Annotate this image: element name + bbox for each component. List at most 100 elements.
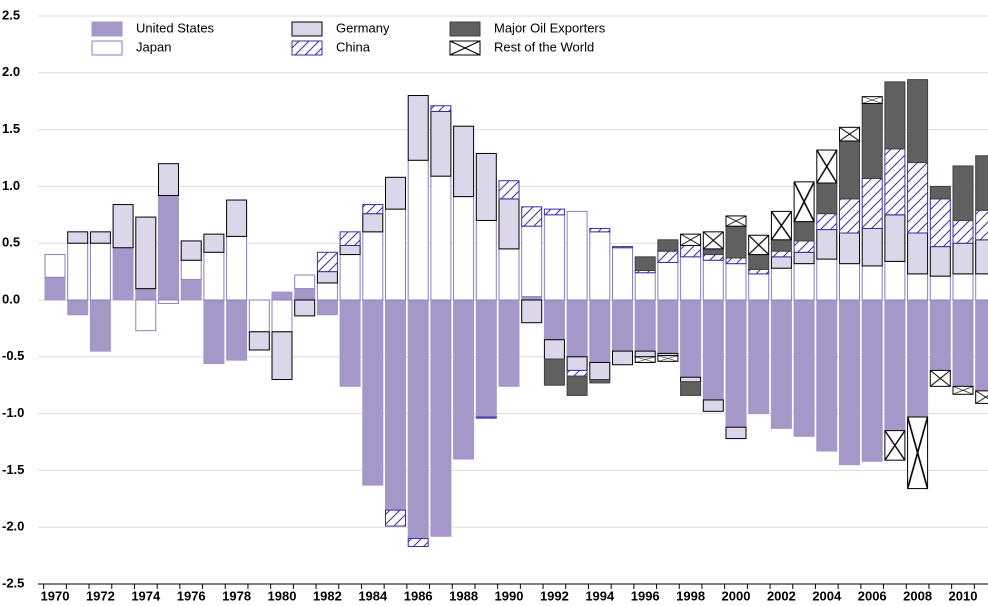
bar: [793, 240, 815, 253]
bar: [907, 79, 929, 164]
x-tick-label: 2000: [722, 588, 751, 603]
bar: [294, 299, 316, 317]
bar: [203, 299, 225, 365]
bar: [816, 182, 838, 215]
bar: [793, 263, 815, 301]
bar: [770, 299, 792, 429]
bar: [543, 339, 565, 360]
bar: [657, 355, 679, 362]
bar: [816, 149, 838, 184]
bar: [975, 239, 988, 275]
bar: [180, 259, 202, 281]
bar: [158, 299, 179, 304]
bar: [203, 251, 225, 301]
x-tick-label: 1976: [177, 588, 206, 603]
bar: [861, 265, 883, 301]
bar: [543, 358, 565, 386]
bar: [158, 194, 179, 301]
legend-label: Japan: [136, 39, 171, 54]
bar: [702, 231, 724, 250]
bar: [566, 375, 588, 396]
bar: [884, 148, 906, 216]
bar: [566, 356, 588, 371]
bar: [793, 299, 815, 437]
bar: [135, 288, 157, 301]
bar: [907, 416, 929, 490]
bar: [475, 152, 497, 221]
legend-swatch: [291, 40, 323, 56]
bar: [135, 216, 157, 290]
bar: [975, 209, 988, 241]
x-tick-label: 2010: [949, 588, 978, 603]
bar: [362, 204, 384, 215]
bar: [271, 331, 293, 381]
bar: [929, 275, 951, 301]
bar: [543, 299, 565, 341]
legend-label: China: [336, 39, 371, 54]
x-tick-label: 1984: [358, 588, 388, 603]
bar: [453, 299, 475, 460]
bar: [226, 235, 248, 301]
bar: [702, 259, 724, 301]
bar: [316, 282, 338, 301]
bar: [907, 299, 929, 418]
bar: [430, 299, 452, 537]
legend-label: United States: [136, 20, 215, 35]
legend-swatch: [449, 21, 481, 37]
bar: [453, 196, 475, 301]
bar: [884, 214, 906, 262]
bar: [589, 379, 611, 384]
bar: [884, 81, 906, 150]
bar: [839, 232, 860, 265]
bar: [498, 248, 520, 301]
bar: [385, 509, 406, 527]
bar: [339, 299, 361, 387]
bar: [634, 350, 656, 358]
bar: [612, 247, 633, 301]
legend-swatch: [449, 40, 481, 56]
bar: [612, 299, 633, 352]
x-tick-label: 1998: [676, 588, 705, 603]
legend-label: Rest of the World: [494, 39, 594, 54]
bar: [680, 256, 702, 301]
x-tick-label: 1988: [449, 588, 478, 603]
bar: [725, 225, 747, 259]
bar: [952, 273, 974, 301]
bar: [770, 267, 792, 301]
y-tick-label: 0.0: [2, 291, 20, 306]
bar: [680, 376, 702, 383]
x-tick-label: 1974: [131, 588, 161, 603]
bar: [770, 250, 792, 258]
bar: [839, 299, 860, 466]
bar: [226, 199, 248, 237]
bar: [952, 385, 974, 395]
bar: [907, 232, 929, 275]
bar: [816, 299, 838, 452]
bar: [612, 246, 633, 249]
bar: [680, 381, 702, 396]
bar: [884, 430, 906, 461]
bar: [702, 299, 724, 401]
bar: [952, 219, 974, 244]
bar: [816, 229, 838, 260]
bar: [725, 215, 747, 227]
bar: [680, 299, 702, 378]
bar: [907, 273, 929, 301]
bar: [248, 299, 270, 333]
bar: [952, 165, 974, 221]
bar: [861, 102, 883, 179]
bar: [566, 210, 588, 301]
bar: [725, 426, 747, 440]
bar: [793, 251, 815, 265]
bar: [839, 263, 860, 301]
x-tick-label: 2004: [812, 588, 842, 603]
bar: [475, 219, 497, 301]
bar: [521, 296, 543, 301]
bar: [566, 299, 588, 358]
y-tick-label: -2.0: [2, 519, 24, 534]
bar: [498, 180, 520, 200]
y-tick-label: 1.5: [2, 121, 20, 136]
bar: [657, 239, 679, 252]
bar: [952, 242, 974, 275]
